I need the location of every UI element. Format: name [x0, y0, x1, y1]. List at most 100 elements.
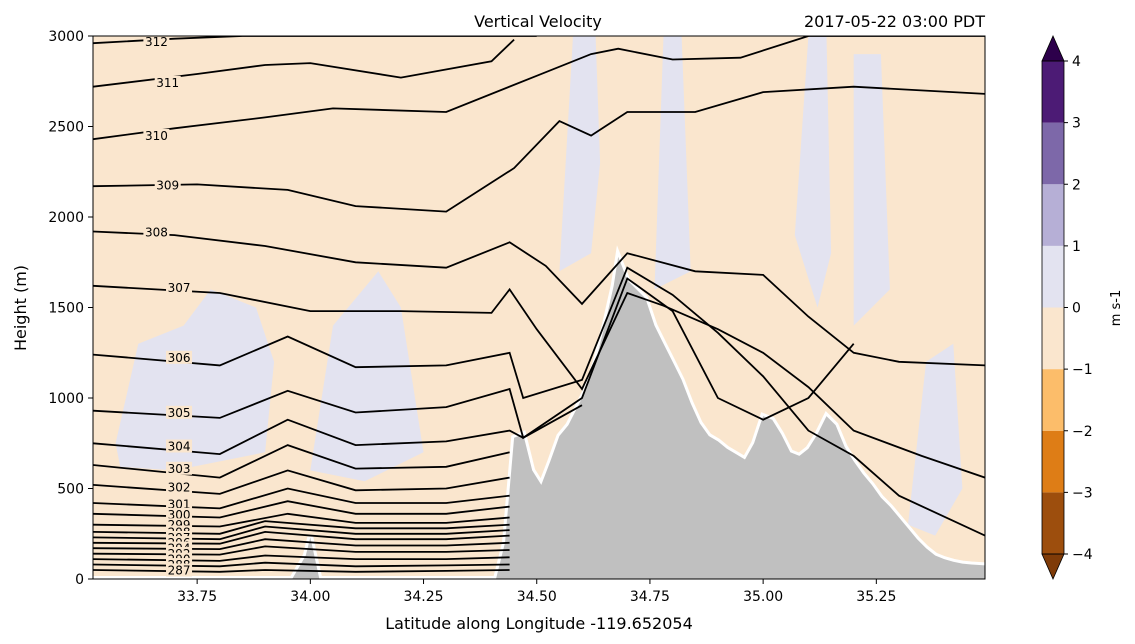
vertical-velocity-fill: [115, 36, 963, 536]
isentrope-label: 304: [168, 440, 191, 454]
y-axis-label: Height (m): [11, 265, 30, 351]
isentrope-line: [93, 36, 537, 45]
w-region: [853, 54, 890, 326]
isentrope-line: [93, 530, 510, 545]
isentrope-label-bg: [143, 36, 170, 48]
isentrope-line: [93, 500, 510, 519]
isentrope-line: [93, 525, 510, 541]
chart-timestamp: 2017-05-22 03:00 PDT: [804, 12, 985, 31]
colorbar-tick-label: 4: [1072, 54, 1081, 70]
x-tick-label: 34.00: [290, 589, 330, 605]
isentrope-line: [93, 230, 985, 367]
isentrope-label-bg: [166, 563, 193, 577]
w-region: [559, 36, 601, 272]
isentrope-line: [93, 277, 855, 440]
isentrope-label: 311: [156, 76, 179, 90]
isentrope-line: [93, 561, 510, 568]
y-tick-label: 2500: [48, 120, 84, 136]
colorbar-segment: [1042, 245, 1064, 308]
colorbar-tick-label: −2: [1072, 424, 1093, 440]
x-axis: 33.75 34.00 34.25 34.50 34.75 35.00 35.25: [177, 579, 896, 605]
colorbar-tick-label: 2: [1072, 177, 1081, 193]
terrain-layer: [93, 245, 985, 579]
isentrope-label-bg: [166, 350, 193, 364]
colorbar-segment: [1042, 492, 1064, 554]
x-tick-label: 35.25: [856, 589, 896, 605]
isentrope-line: [93, 469, 510, 495]
w-region: [794, 36, 832, 308]
isentrope-line: [93, 85, 985, 213]
isentrope-label-bg: [166, 480, 193, 494]
isentrope-line: [93, 512, 510, 528]
colorbar-extend-low: [1041, 553, 1065, 580]
isentrope-line: [93, 38, 515, 88]
isentrope-label-bg: [154, 75, 181, 89]
isentrope-contours: 3123113103093083073063053043033023013002…: [93, 35, 985, 577]
y-tick-label: 1000: [48, 391, 84, 407]
colorbar-segment: [1042, 369, 1064, 431]
isentrope-label: 305: [168, 406, 191, 420]
isentrope-line: [93, 545, 510, 556]
x-tick-label: 35.00: [743, 589, 783, 605]
isentrope-line: [93, 444, 510, 479]
isentrope-label-bg: [166, 280, 193, 294]
isentrope-label-bg: [166, 439, 193, 453]
x-tick-label: 34.75: [630, 589, 670, 605]
colorbar-segment: [1042, 184, 1064, 246]
colorbar-tick-label: −3: [1072, 485, 1093, 501]
w-region: [310, 271, 424, 482]
isentrope-line: [93, 538, 510, 551]
colorbar-tick-label: 3: [1072, 116, 1081, 132]
isentrope-label-bg: [166, 497, 193, 511]
y-tick-label: 500: [57, 482, 84, 498]
w-region: [115, 289, 275, 471]
isentrope-label: 310: [145, 129, 168, 143]
isentrope-label-bg: [166, 507, 193, 521]
isentrope-line: [93, 569, 510, 573]
colorbar-segment: [1042, 307, 1064, 370]
isentrope-line: [93, 487, 510, 510]
isentrope-line: [93, 36, 985, 141]
isentrope-label-bg: [166, 405, 193, 419]
isentrope-label: 307: [168, 281, 191, 295]
colorbar-tick-label: −1: [1072, 362, 1093, 378]
chart-title: Vertical Velocity: [474, 12, 602, 31]
isentrope-line: [93, 404, 583, 456]
colorbar-tick-label: −4: [1072, 547, 1093, 563]
w-region: [908, 343, 963, 536]
isentrope-line: [93, 554, 510, 562]
isentrope-line: [93, 284, 985, 479]
colorbar-extend-high: [1041, 35, 1065, 62]
x-tick-label: 34.25: [403, 589, 443, 605]
x-tick-label: 34.50: [517, 589, 557, 605]
isentrope-label-bg: [154, 178, 181, 192]
isentrope-line: [93, 520, 510, 535]
y-tick-label: 1500: [48, 301, 84, 317]
y-tick-label: 2000: [48, 210, 84, 226]
isentrope-label: 306: [168, 351, 191, 365]
colorbar-tick-label: 1: [1072, 239, 1081, 255]
colorbar: −4 −3 −2 −1 0 1 2 3 4: [1041, 35, 1093, 580]
colorbar-segment: [1042, 61, 1064, 123]
isentrope-label: 312: [145, 35, 168, 49]
isentrope-label: 287: [168, 563, 191, 577]
x-axis-label: Latitude along Longitude -119.652054: [385, 614, 693, 633]
isentrope-label: 308: [145, 226, 168, 240]
colorbar-label: m s-1: [1109, 290, 1124, 327]
x-tick-label: 33.75: [177, 589, 217, 605]
y-tick-label: 0: [75, 572, 84, 588]
isentrope-label: 309: [156, 179, 179, 193]
y-tick-label: 3000: [48, 29, 84, 45]
y-axis: 0 500 1000 1500 2000 2500 3000: [48, 29, 93, 588]
isentrope-line: [93, 266, 985, 537]
isentrope-label-bg: [166, 461, 193, 475]
isentrope-label: 303: [168, 462, 191, 476]
isentrope-label: 302: [168, 481, 191, 495]
isentrope-label-bg: [143, 225, 170, 239]
w-region: [654, 36, 691, 290]
isentrope-label-bg: [143, 128, 170, 142]
colorbar-segment: [1042, 430, 1064, 493]
colorbar-tick-label: 0: [1072, 301, 1081, 317]
terrain-profile: [93, 256, 985, 579]
